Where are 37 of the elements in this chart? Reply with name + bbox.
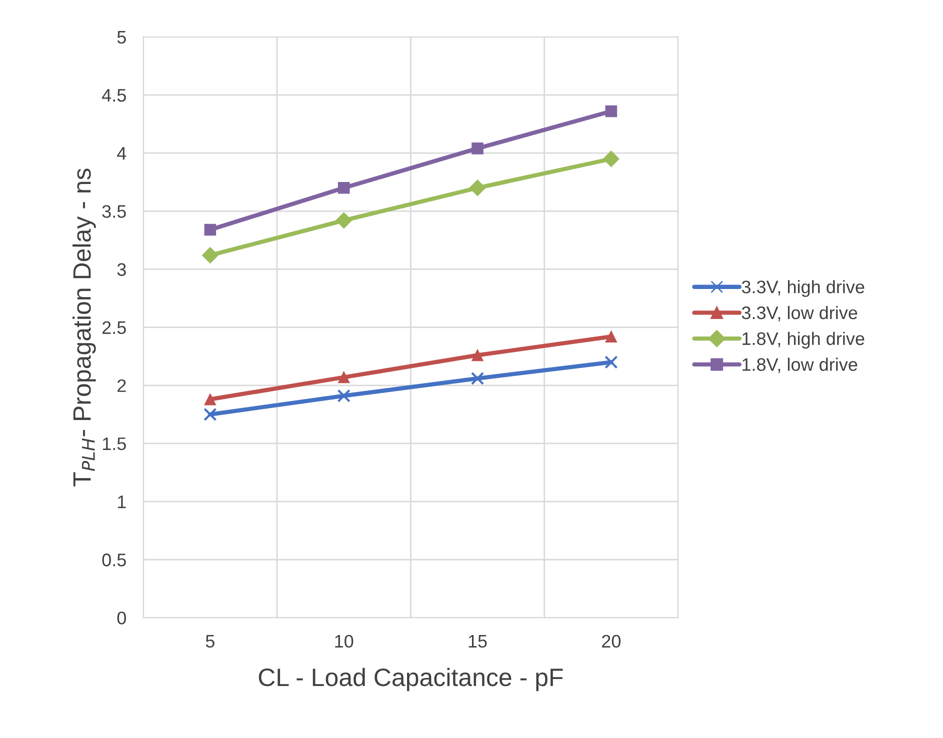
y-tick-label: 5 (117, 31, 126, 44)
x-axis-title: CL - Load Capacitance - pF (258, 668, 563, 692)
y-tick-label: 0.5 (102, 554, 126, 566)
legend-label: 1.8V, low drive (742, 358, 858, 374)
x-tick-label: 20 (602, 634, 621, 648)
x-tick-label: 10 (335, 634, 354, 648)
point (605, 105, 618, 118)
point (204, 224, 216, 236)
point (202, 247, 218, 264)
point (602, 150, 620, 168)
y-axis-title: T$_{PLH}$- Propagation Delay - ns (72, 168, 96, 486)
point (472, 142, 484, 154)
legend-label: 3.3V, low drive (742, 306, 858, 322)
y-tick-label: 1.5 (102, 438, 126, 450)
y-tick-label: 4 (117, 147, 126, 160)
point (469, 180, 486, 196)
y-tick-label: 3 (117, 263, 126, 276)
point (338, 371, 350, 384)
point (472, 349, 484, 362)
y-tick-label: 0 (117, 612, 126, 624)
legend-label: 1.8V, high drive (742, 332, 864, 349)
point (337, 389, 350, 402)
y-tick-label: 3.5 (102, 205, 126, 218)
y-tick-label: 2 (118, 379, 126, 392)
y-tick-label: 2.5 (102, 321, 126, 334)
point (605, 330, 618, 342)
point (204, 393, 216, 406)
x-tick-label: 15 (468, 635, 487, 648)
point (336, 212, 352, 229)
y-tick-label: 4.5 (102, 89, 126, 102)
point (470, 372, 484, 386)
x-tick-label: 5 (206, 635, 214, 648)
point (204, 408, 217, 422)
point (338, 182, 350, 194)
y-tick-label: 1 (118, 496, 126, 508)
legend-label: 3.3V, high drive (742, 280, 864, 297)
point (604, 356, 618, 369)
